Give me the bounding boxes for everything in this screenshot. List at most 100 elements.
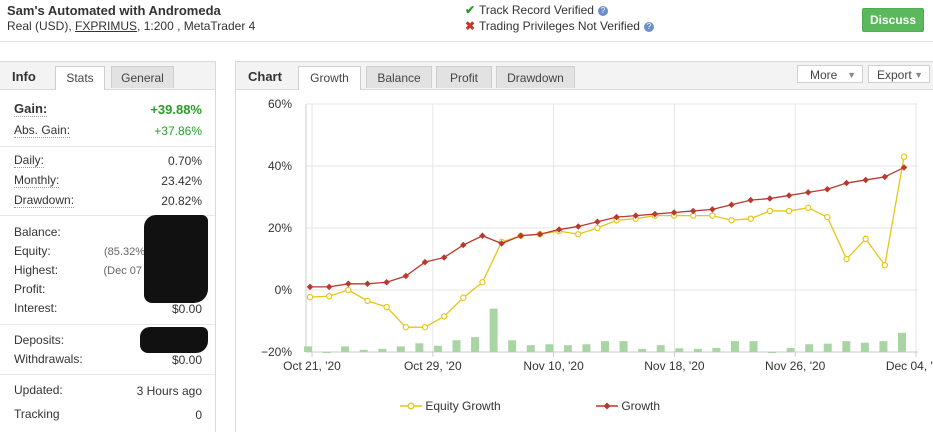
tab-growth[interactable]: Growth — [298, 66, 361, 90]
tab-general[interactable]: General — [111, 66, 174, 88]
volume-bar — [304, 346, 312, 352]
tracking-row: Tracking 0 — [14, 407, 202, 423]
volume-bar — [415, 343, 424, 352]
info-panel-title: Info — [12, 69, 36, 84]
equity-growth-point — [881, 261, 889, 269]
equity-growth-point — [325, 292, 333, 300]
equity-growth-point — [383, 303, 390, 311]
gain-row: Gain: +39.88% — [14, 102, 202, 118]
monthly-label: Monthly: — [14, 173, 60, 188]
track-record-verified: ✔ Track Record Verified? — [465, 3, 608, 17]
equity-growth-point — [824, 213, 831, 221]
discuss-button[interactable]: Discuss — [862, 8, 924, 32]
drawdown-row: Drawdown: 20.82% — [14, 193, 202, 209]
drawdown-label: Drawdown: — [14, 193, 75, 208]
daily-label: Daily: — [14, 153, 45, 168]
y-tick-label: 40% — [268, 159, 292, 173]
volume-bar — [693, 348, 702, 352]
growth-point — [689, 207, 697, 215]
x-tick-labels: Oct 21, '20 Oct 29, '20 Nov 10, '20 Nov 18,… — [283, 359, 933, 373]
withdrawals-label: Withdrawals: — [14, 352, 83, 366]
chart-panel-title: Chart — [248, 69, 282, 84]
monthly-value: 23.42% — [161, 174, 202, 188]
check-icon: ✔ — [465, 3, 476, 17]
volume-bar — [396, 346, 405, 352]
volume-bar — [359, 349, 368, 352]
gain-label: Gain: — [14, 101, 48, 117]
y-tick-label: 60% — [268, 97, 292, 111]
legend-equity-swatch — [400, 402, 422, 410]
help-icon[interactable]: ? — [597, 6, 608, 16]
equity-growth-point — [785, 207, 793, 215]
daily-value: 0.70% — [167, 154, 202, 168]
chevron-down-icon: ▼ — [914, 70, 923, 80]
volume-bar — [489, 308, 498, 352]
divider — [0, 374, 215, 375]
verification-label: Track Record Verified — [479, 3, 594, 17]
chart-lines — [306, 153, 908, 331]
tab-profit[interactable]: Profit — [436, 66, 492, 88]
volume-bar — [619, 341, 628, 352]
withdrawals-row: Withdrawals: $0.00 — [14, 352, 202, 368]
cross-icon: ✖ — [465, 19, 476, 33]
x-tick-label: Nov 18, '20 — [644, 359, 705, 373]
export-dropdown[interactable]: Export ▼ — [868, 65, 930, 83]
legend-growth[interactable]: Growth — [596, 399, 660, 413]
equity-growth-line — [309, 156, 905, 328]
equity-growth-point — [747, 215, 754, 222]
y-tick-labels: 60% 40% 20% 0% −20% — [261, 97, 292, 359]
tab-balance[interactable]: Balance — [366, 66, 432, 88]
equity-growth-point — [364, 297, 371, 305]
verification-label: Trading Privileges Not Verified — [479, 19, 640, 33]
account-title: Sam's Automated with Andromeda — [7, 3, 221, 18]
volume-bar — [322, 352, 331, 353]
growth-point — [709, 206, 716, 213]
volume-bar — [601, 341, 609, 352]
equity-growth-point — [345, 286, 352, 294]
profit-row: Profit: — [14, 282, 202, 298]
updated-label: Updated: — [14, 383, 63, 397]
broker-link[interactable]: FXPRIMUS — [75, 19, 138, 33]
volume-bar — [860, 342, 869, 352]
growth-point — [536, 230, 544, 238]
volume-bar — [675, 348, 684, 352]
growth-point — [594, 218, 601, 226]
help-icon[interactable]: ? — [643, 22, 654, 32]
growth-point — [421, 258, 429, 266]
volume-bar — [898, 332, 906, 352]
growth-point — [498, 240, 505, 247]
volume-bar — [545, 344, 554, 352]
equity-label: Equity: — [14, 244, 51, 258]
chart-panel: Chart Growth Balance Profit Drawdown Mor… — [235, 61, 933, 432]
info-panel: Info Stats General Gain: +39.88% Abs. Ga… — [0, 61, 216, 432]
growth-point — [575, 223, 582, 230]
tab-stats[interactable]: Stats — [55, 66, 105, 90]
leverage-platform: , 1:200 , MetaTrader 4 — [137, 19, 256, 33]
volume-bar — [582, 344, 591, 352]
withdrawals-value: $0.00 — [171, 353, 202, 367]
x-tick-label: Oct 29, '20 — [404, 359, 462, 373]
equity-growth-point — [804, 204, 812, 212]
account-subtitle: Real (USD), FXPRIMUS, 1:200 , MetaTrader… — [7, 19, 255, 33]
volume-bar — [508, 340, 517, 352]
growth-point — [364, 280, 371, 288]
volume-bar — [823, 343, 832, 352]
chevron-down-icon: ▼ — [847, 70, 856, 80]
deposits-label: Deposits: — [14, 333, 65, 347]
redaction-mark — [144, 215, 208, 303]
tab-drawdown[interactable]: Drawdown — [496, 66, 575, 88]
equity-growth-point — [728, 217, 735, 224]
legend-equity-growth[interactable]: Equity Growth — [400, 399, 501, 413]
more-dropdown[interactable]: More ▼ — [797, 65, 863, 83]
divider — [0, 146, 215, 147]
growth-point — [460, 241, 467, 249]
chart-tab-bar: Chart Growth Balance Profit Drawdown Mor… — [236, 62, 933, 90]
equity-value: (85.32% — [104, 246, 145, 258]
tracking-value: 0 — [195, 408, 202, 422]
y-tick-label: 20% — [268, 221, 292, 235]
growth-point — [843, 179, 850, 187]
volume-bar — [471, 337, 480, 352]
equity-growth-point — [421, 323, 429, 331]
drawdown-value: 20.82% — [161, 194, 202, 208]
volume-bar — [879, 341, 888, 352]
